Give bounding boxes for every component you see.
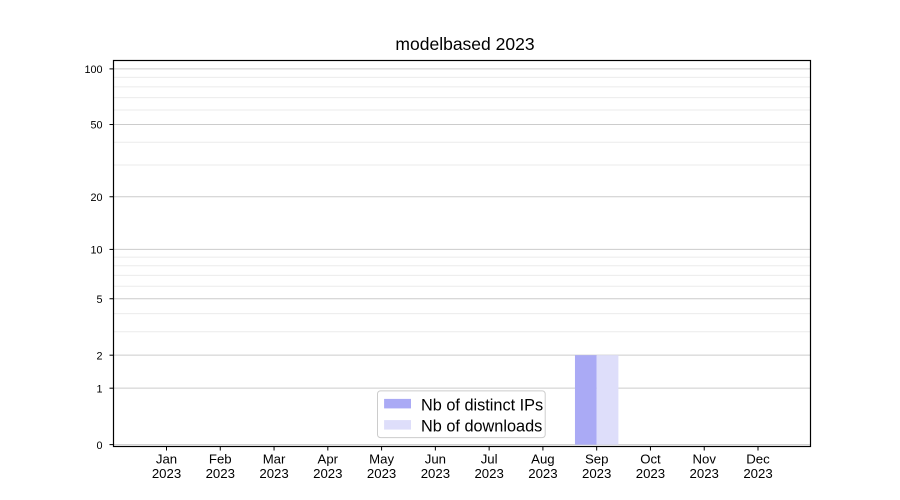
svg-text:Jun: Jun	[425, 452, 446, 467]
svg-text:Feb: Feb	[209, 452, 232, 467]
svg-text:2023: 2023	[367, 466, 396, 481]
svg-text:2023: 2023	[152, 466, 181, 481]
svg-text:2023: 2023	[259, 466, 288, 481]
svg-text:2023: 2023	[743, 466, 772, 481]
svg-text:2023: 2023	[421, 466, 450, 481]
svg-text:20: 20	[90, 192, 102, 204]
svg-text:2: 2	[96, 350, 102, 362]
svg-text:Jan: Jan	[156, 452, 177, 467]
svg-text:50: 50	[90, 120, 102, 132]
svg-text:Dec: Dec	[746, 452, 770, 467]
svg-text:Mar: Mar	[263, 452, 286, 467]
svg-text:May: May	[369, 452, 394, 467]
svg-text:modelbased 2023: modelbased 2023	[395, 34, 534, 54]
svg-text:10: 10	[90, 245, 102, 257]
svg-text:100: 100	[84, 64, 102, 76]
svg-text:Jul: Jul	[481, 452, 498, 467]
svg-text:Oct: Oct	[640, 452, 661, 467]
svg-text:Apr: Apr	[318, 452, 339, 467]
svg-text:2023: 2023	[206, 466, 235, 481]
svg-text:5: 5	[96, 294, 102, 306]
svg-text:1: 1	[96, 383, 102, 395]
svg-text:2023: 2023	[528, 466, 557, 481]
svg-text:2023: 2023	[313, 466, 342, 481]
svg-text:2023: 2023	[690, 466, 719, 481]
svg-text:2023: 2023	[636, 466, 665, 481]
svg-text:2023: 2023	[582, 466, 611, 481]
svg-text:Sep: Sep	[585, 452, 608, 467]
svg-text:Nb of distinct IPs: Nb of distinct IPs	[421, 396, 543, 414]
svg-text:2023: 2023	[474, 466, 503, 481]
svg-text:Nov: Nov	[693, 452, 717, 467]
svg-text:Nb of downloads: Nb of downloads	[421, 418, 542, 436]
svg-text:Aug: Aug	[531, 452, 554, 467]
svg-text:0: 0	[96, 440, 102, 452]
